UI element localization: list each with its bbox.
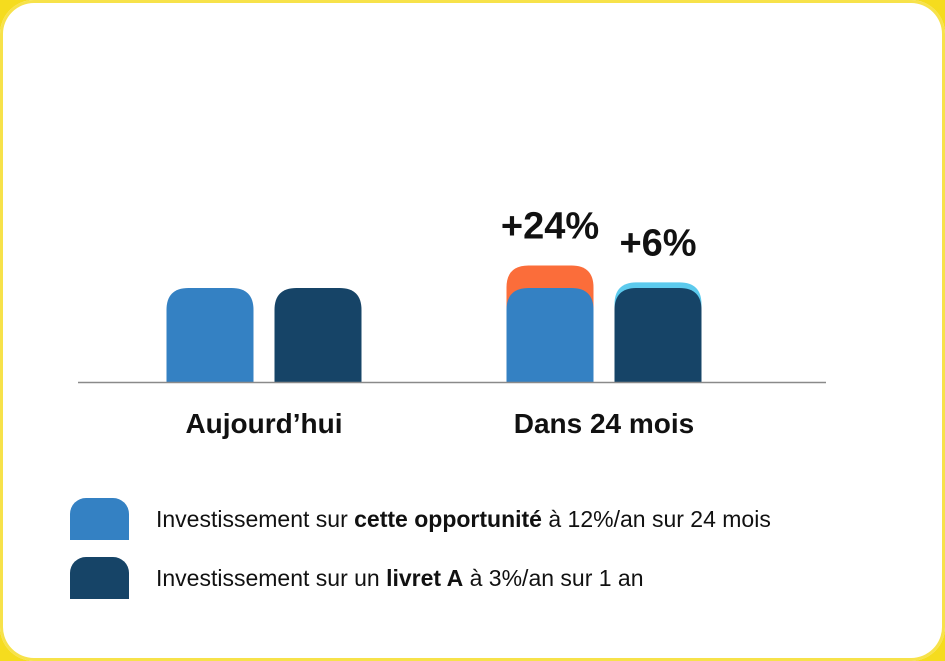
legend-label-livret: Investissement sur un livret A à 3%/an s… xyxy=(156,564,644,591)
bar-base-livret-1 xyxy=(614,288,702,382)
legend-swatch-opportunity xyxy=(70,498,129,540)
category-label-0: Aujourd’hui xyxy=(185,408,342,439)
category-label-1: Dans 24 mois xyxy=(514,408,695,439)
bar-base-opportunity-1 xyxy=(506,288,594,382)
legend-item-opportunity: Investissement sur cette opportunité à 1… xyxy=(70,495,930,543)
legend-item-livret: Investissement sur un livret A à 3%/an s… xyxy=(70,554,930,602)
bar-base-opportunity-0 xyxy=(166,288,254,382)
data-label-1: +6% xyxy=(619,222,696,264)
bar-base-livret-0 xyxy=(274,288,362,382)
legend-swatch-livret xyxy=(70,557,129,599)
legend-label-opportunity: Investissement sur cette opportunité à 1… xyxy=(156,505,771,532)
data-label-0: +24% xyxy=(501,205,599,247)
